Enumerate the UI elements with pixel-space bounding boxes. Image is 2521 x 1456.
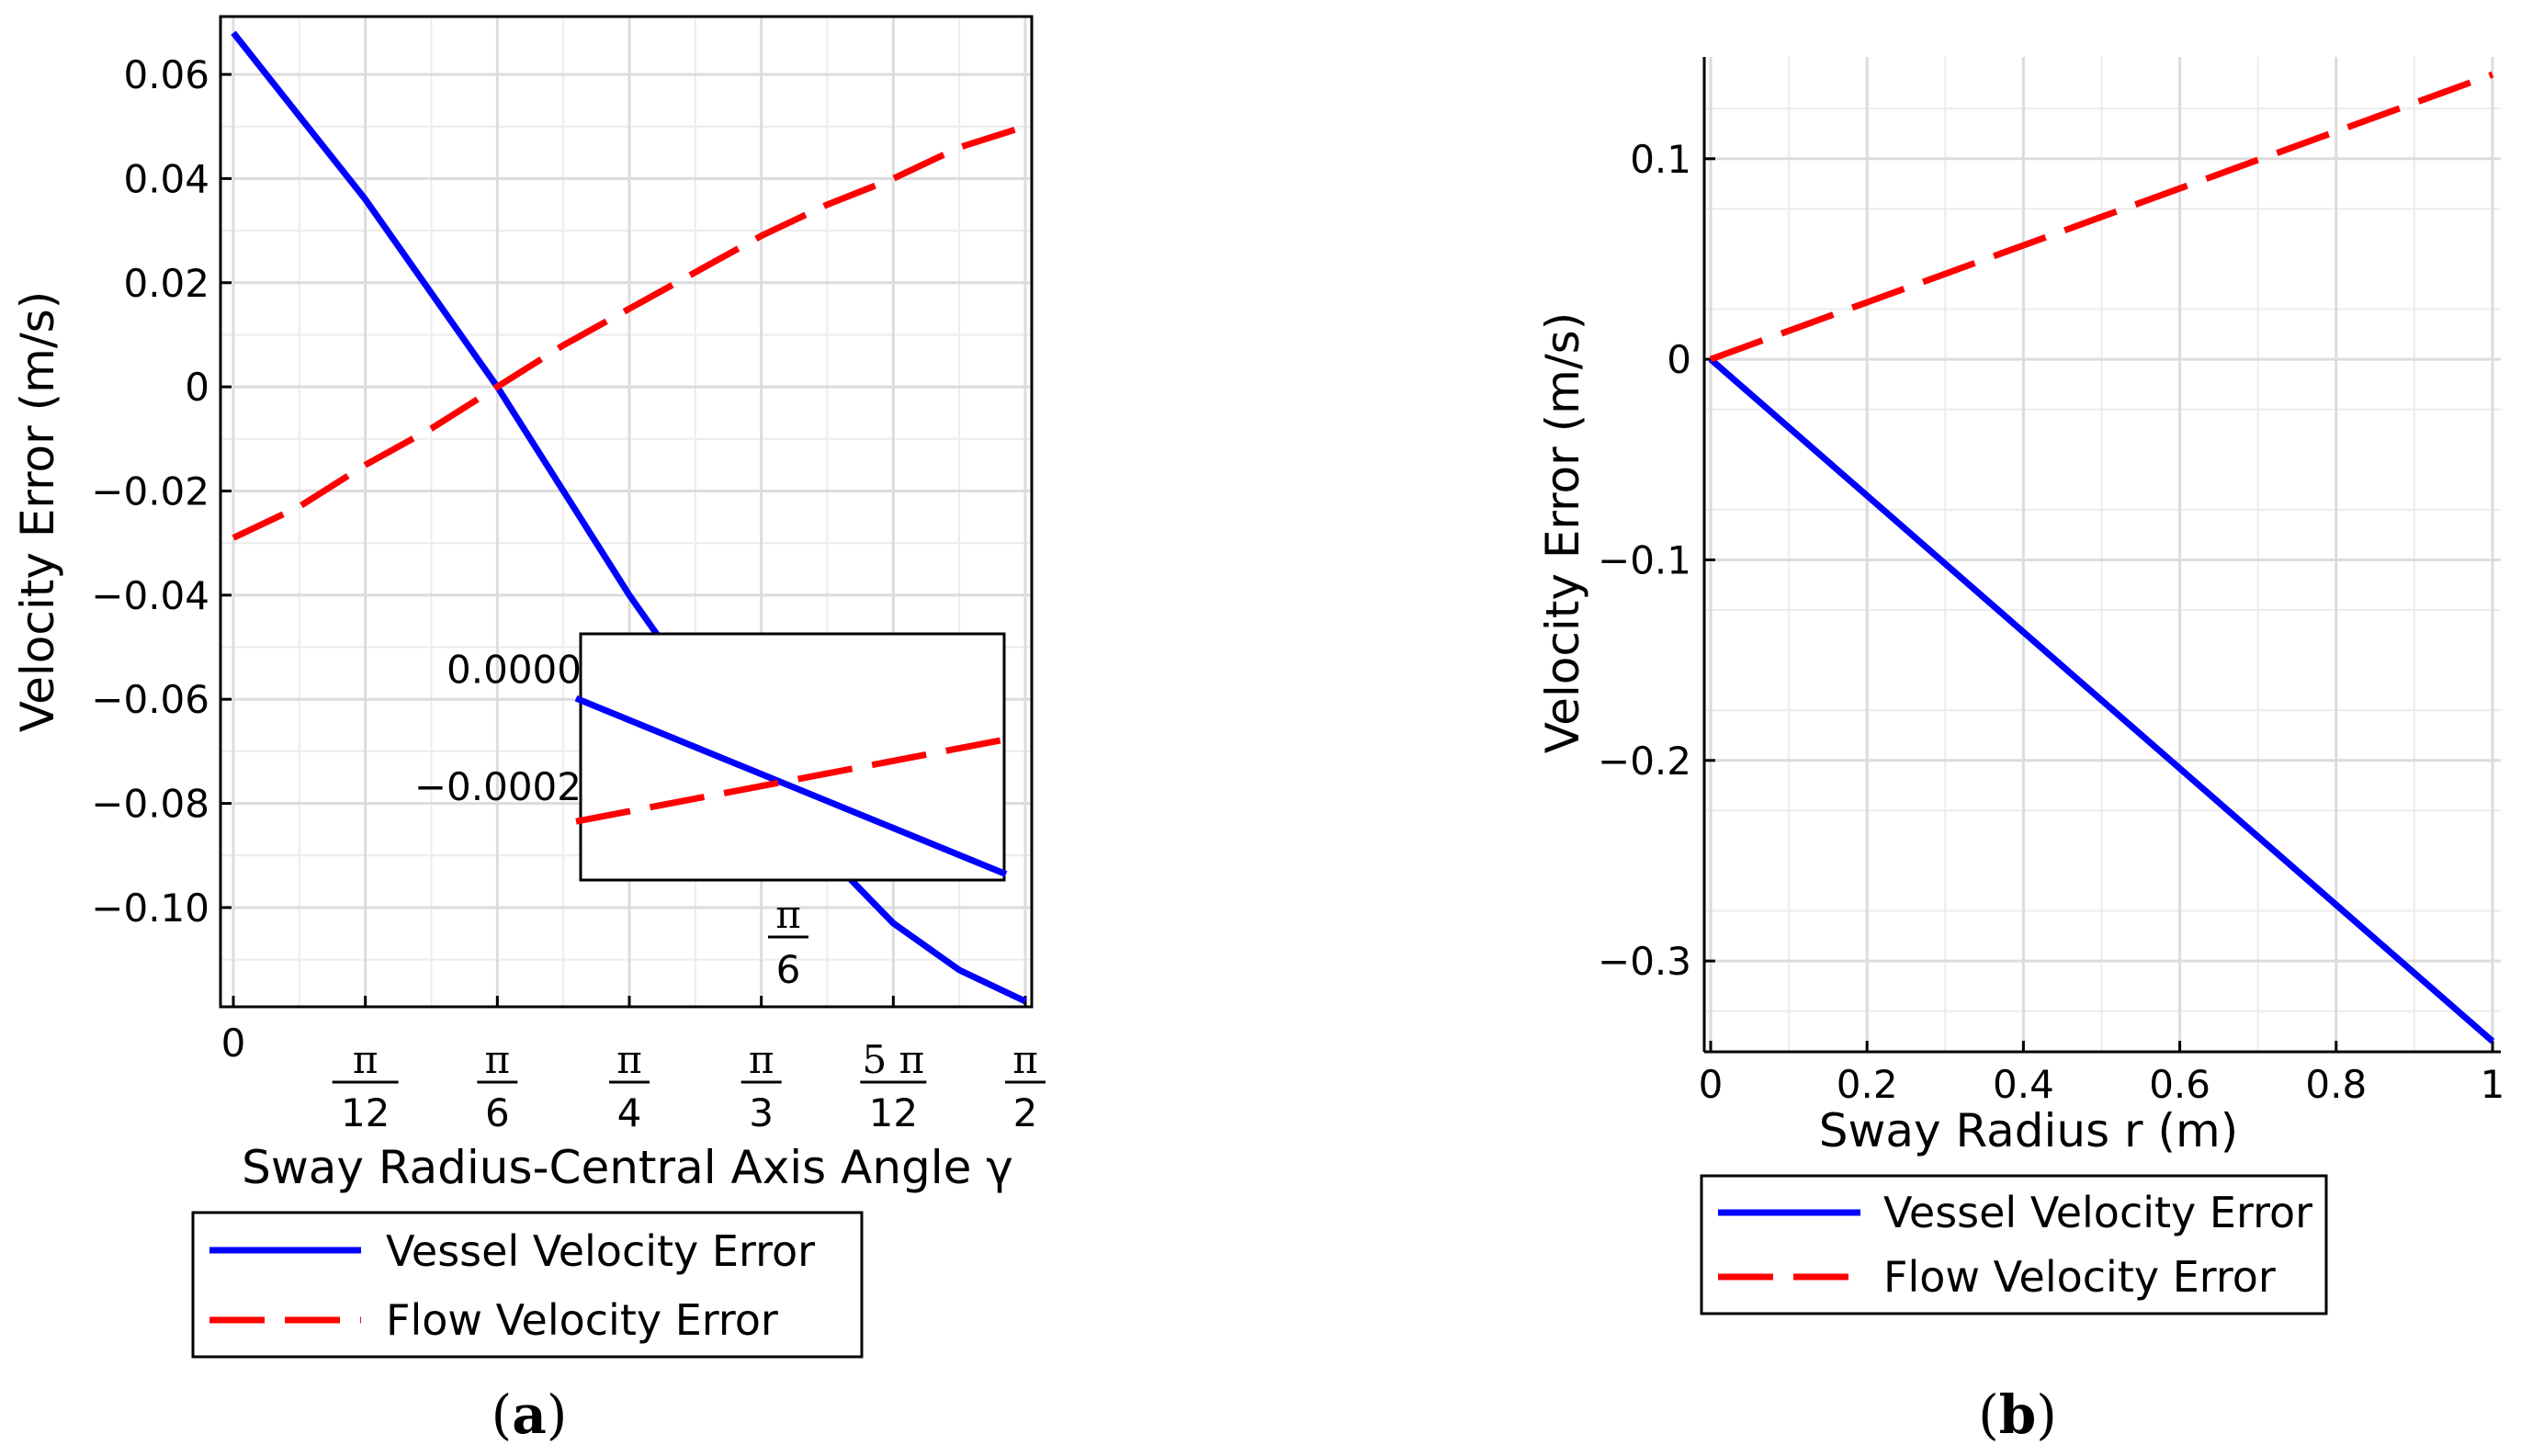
panel-a-chart: 0.06 0.04 0.02 0 −0.02 −0.04 −0.06 −0.08 −0.10 0 π… xyxy=(11,15,1046,1446)
panel-a-inset-vessel-line xyxy=(574,694,1008,877)
panel-b-y-tick-label: 0.1 xyxy=(1630,137,1691,182)
panel-a-inset-y-tick-label: −0.0002 xyxy=(414,764,582,809)
panel-a-legend-box xyxy=(191,1211,864,1359)
panel-a-legend: Vessel Velocity Error Flow Velocity Erro… xyxy=(191,1211,864,1359)
panel-a-caption-label: (a) xyxy=(492,1383,568,1446)
panel-a-x-tick-numerator: π xyxy=(485,1037,511,1082)
panel-a-x-tick-denominator: 4 xyxy=(617,1090,642,1135)
panel-a-y-tick-label: 0.02 xyxy=(123,261,209,306)
panel-a-x-tick-denominator: 6 xyxy=(485,1090,510,1135)
panel-a-x-tick-label: 0 xyxy=(221,1021,246,1066)
panel-a-y-tick-label: 0 xyxy=(185,365,209,410)
panel-b-grid xyxy=(1704,57,2501,1052)
panel-a-y-tick-label: −0.02 xyxy=(91,468,209,514)
panel-b-chart: 0.1 0 −0.1 −0.2 −0.3 0 0.2 0.4 0.6 0.8 1 Velocity … xyxy=(1536,57,2504,1446)
panel-a-x-tick-numerator: π xyxy=(1012,1037,1038,1082)
panel-a-ticks: 0.06 0.04 0.02 0 −0.02 −0.04 −0.06 −0.08 −0.10 0 π… xyxy=(91,52,1046,1135)
panel-b-x-axis-title: Sway Radius r (m) xyxy=(1819,1104,2238,1157)
panel-a-inset-frame xyxy=(579,632,1006,882)
panel-a-y-tick-label: 0.04 xyxy=(123,156,209,201)
panel-a-x-tick-numerator: π xyxy=(616,1037,642,1082)
panel-b-y-axis-title: Velocity Error (m/s) xyxy=(1536,312,1589,753)
panel-a-legend-flow-label: Flow Velocity Error xyxy=(386,1295,778,1345)
panel-b-x-tick-label: 0.2 xyxy=(1837,1062,1898,1107)
panel-b-y-tick-label: 0 xyxy=(1667,337,1691,382)
panel-b-x-tick-label: 0.4 xyxy=(1993,1062,2054,1107)
panel-b-x-tick-label: 0.8 xyxy=(2305,1062,2367,1107)
panel-a-flow-velocity-line xyxy=(232,123,1027,541)
panel-a-vessel-velocity-line xyxy=(231,30,1027,1005)
panel-a-y-tick-label: 0.06 xyxy=(123,52,209,97)
panel-b-x-tick-label: 0 xyxy=(1699,1062,1724,1107)
panel-a-x-tick-denominator: 3 xyxy=(749,1090,774,1135)
panel-b-legend: Vessel Velocity Error Flow Velocity Erro… xyxy=(1700,1174,2328,1315)
panel-a-series xyxy=(231,30,1027,1005)
panel-b-y-tick-label: −0.3 xyxy=(1598,939,1691,984)
panel-a-y-axis-title: Velocity Error (m/s) xyxy=(11,291,64,732)
panel-b-ticks: 0.1 0 −0.1 −0.2 −0.3 0 0.2 0.4 0.6 0.8 1 xyxy=(1598,137,2504,1107)
panel-a-x-tick-denominator: 12 xyxy=(869,1090,918,1135)
panel-a-legend-vessel-label: Vessel Velocity Error xyxy=(386,1226,815,1276)
panel-a-inset-y-tick-label: 0.0000 xyxy=(447,647,582,692)
panel-b-legend-flow-label: Flow Velocity Error xyxy=(1883,1252,2276,1302)
panel-a-y-tick-label: −0.06 xyxy=(91,677,209,722)
panel-a-x-tick-numerator: 5 π xyxy=(862,1037,924,1082)
panel-b-x-tick-label: 1 xyxy=(2481,1062,2505,1107)
panel-b-caption-label: (b) xyxy=(1978,1383,2057,1446)
panel-b-flow-velocity-line xyxy=(1709,71,2494,363)
panel-a-x-axis-title: Sway Radius-Central Axis Angle γ xyxy=(242,1141,1013,1194)
panel-b-x-tick-label: 0.6 xyxy=(2149,1062,2210,1107)
panel-a-plot-frame xyxy=(219,15,1034,1009)
panel-b-vessel-velocity-line xyxy=(1708,356,2495,1044)
panel-b-y-tick-label: −0.1 xyxy=(1598,537,1691,582)
panel-b-legend-box xyxy=(1700,1174,2328,1315)
panel-a-y-tick-label: −0.04 xyxy=(91,573,209,618)
panel-b-legend-vessel-label: Vessel Velocity Error xyxy=(1883,1188,2312,1237)
panel-b-axes xyxy=(1702,57,2501,1054)
panel-a-y-tick-label: −0.08 xyxy=(91,782,209,827)
panel-a-inset-x-tick-numerator: π xyxy=(775,892,801,937)
panel-a-y-tick-label: −0.10 xyxy=(91,886,209,931)
panel-a-x-tick-numerator: π xyxy=(353,1037,379,1082)
panel-b-series xyxy=(1708,71,2495,1044)
panel-a-x-tick-denominator: 2 xyxy=(1013,1090,1038,1135)
panel-a-inset-x-tick-denominator: 6 xyxy=(776,947,801,992)
panel-a-x-tick-denominator: 12 xyxy=(341,1090,390,1135)
panel-a-x-tick-numerator: π xyxy=(749,1037,774,1082)
panel-b-y-tick-label: −0.2 xyxy=(1598,739,1691,784)
panel-a-inset: 0.0000 −0.0002 π 6 xyxy=(414,632,1008,992)
